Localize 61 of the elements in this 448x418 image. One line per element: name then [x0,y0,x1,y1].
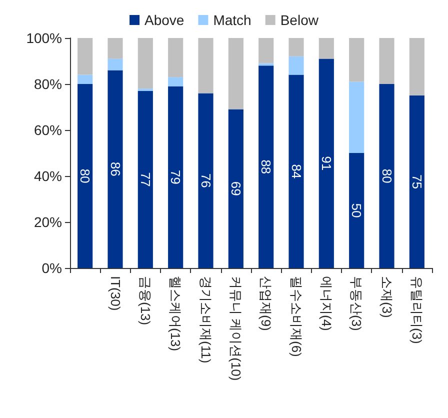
x-tick-label: 산업재(9) [258,276,274,331]
bar [379,84,394,268]
data-label: 79 [168,170,184,184]
bar [318,38,334,59]
bar [168,38,184,78]
x-tick-label: 커뮤니 케이션(10) [228,276,244,381]
bar [228,109,244,268]
bar [138,90,153,268]
bar [78,84,93,268]
data-label: 50 [349,203,364,218]
bar [78,38,93,75]
data-label: 76 [198,173,214,188]
x-tick-label: 금융(13) [138,276,153,326]
data-label: 91 [318,156,334,171]
data-label: 77 [138,172,153,187]
x-tick-label: 필수소비재(6) [288,276,304,357]
bar [108,38,123,59]
data-label: 84 [288,164,304,179]
bar [138,38,153,89]
legend-label: Match [213,12,252,28]
data-label: 88 [258,160,274,174]
bar [349,153,364,268]
data-label: 80 [379,168,394,184]
bar [409,38,424,96]
y-tick-label: 60% [34,122,62,138]
y-tick-label: 40% [34,168,62,184]
data-label: 86 [108,162,123,176]
bar [409,96,424,268]
bar [379,38,394,84]
bar [108,70,123,268]
x-tick-label: IT(30) [108,276,123,311]
bar [168,86,184,268]
y-tick-label: 80% [34,76,62,92]
bar [168,77,184,86]
x-tick-label: 에너지(4) [318,276,334,331]
bar [78,74,93,84]
legend-label: Below [280,12,320,28]
x-tick-label: 유틸리티(3) [409,276,424,344]
bar [198,93,214,268]
y-tick-label: 100% [26,30,62,46]
bar [198,38,214,94]
legend-label: Above [144,12,184,28]
bar [349,82,364,153]
data-label: 80 [78,168,93,184]
data-label: 75 [409,174,424,189]
data-label: 69 [228,181,244,196]
bar [258,38,274,64]
x-tick-label: 부동산(3) [349,276,364,331]
bar [288,74,304,268]
bar [288,56,304,75]
y-tick-label: 20% [34,214,62,230]
x-tick-label: 소재(3) [379,276,394,318]
bar [349,38,364,82]
bar [108,58,123,70]
x-tick-label: 경기소비재(11) [198,276,214,364]
bar [228,38,244,110]
y-tick-label: 0% [42,260,62,276]
bar [288,38,304,56]
x-tick-label: 헬스케어(13) [168,276,184,352]
bar [318,58,334,268]
bar [258,66,274,268]
